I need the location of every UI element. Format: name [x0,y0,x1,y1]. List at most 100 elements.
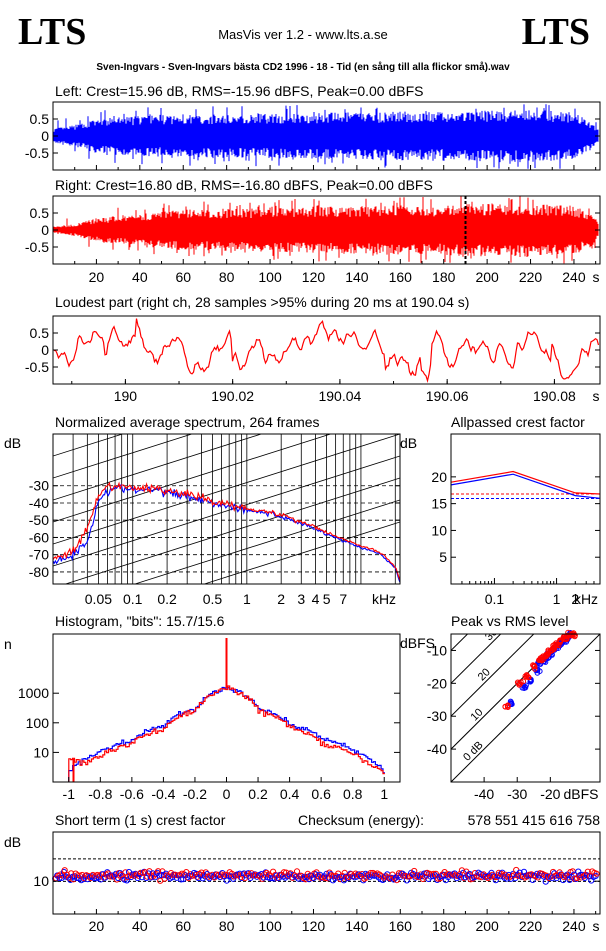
short-term-crest-xtick-label: 160 [389,918,413,934]
short-term-crest-point-R [68,870,75,877]
allpassed-crest-frame [450,433,601,585]
histogram-xtick-label: 1 [380,786,388,802]
short-term-crest-point-R [137,869,144,877]
right-waveform-xtick-label: 220 [519,269,543,285]
peak-vs-rms-point-R [505,702,511,709]
checksum-label: Checksum (energy): [298,812,424,828]
allpassed-crest-ytick-label: 20 [431,469,447,485]
short-term-crest-point-R [491,873,498,881]
short-term-crest-point-L [544,873,552,880]
file-name: Sven-Ingvars - Sven-Ingvars bästa CD2 19… [96,61,510,73]
peak-vs-rms-diagonal-label: 30 [483,626,500,643]
avg-spectrum-slope-line [53,434,332,523]
peak-vs-rms-ytick-label: -10 [427,642,447,658]
loudest-part-signal [53,318,600,384]
allpassed-crest-ytick-label: 15 [431,496,447,512]
loudest-part-xtick-label: 190.08 [533,388,576,404]
short-term-crest-xtick-label: 180 [432,918,456,934]
histogram-ytick-label: 100 [26,715,50,731]
histogram-xtick-label: 0.2 [248,786,268,802]
short-term-crest-xtick-label: 100 [258,918,282,934]
short-term-crest-point-R [293,868,301,875]
allpassed-crest-xunit: kHz [574,591,598,607]
avg-spectrum-xtick-label: 4 [312,591,320,607]
right-waveform-plot: 0.50-0.5 20 40 60 80 100 120 140 160 180 200 220 240… [25,195,601,285]
short-term-crest-title: Short term (1 s) crest factor [55,812,226,828]
avg-spectrum-xtick-label: 0.05 [85,591,112,607]
peak-vs-rms-xtick-label: -40 [474,786,494,802]
avg-spectrum-ylabel: dB [4,435,21,451]
loudest-part-xtick-label: 190 [114,388,138,404]
short-term-crest-point-R [341,869,348,877]
avg-spectrum-plot: dB -30-40-50-60 -70-80 0.05 0.1 0.2 0.5 1 2 3 4 5 7 k… [4,433,401,607]
loudest-part-ytick-label: 0.5 [30,325,50,341]
avg-spectrum-title: Normalized average spectrum, 264 frames [55,414,320,430]
peak-vs-rms-ytick-label: -20 [427,675,447,691]
short-term-crest-ylabel: dB [4,834,21,850]
avg-spectrum-slope-line [64,477,400,584]
allpassed-crest-xtick-label: 0.1 [485,591,505,607]
avg-spectrum-slope-line [53,455,400,567]
avg-spectrum-slope-line [53,434,263,501]
loudest-part-ytick-label: 0 [41,342,49,358]
short-term-crest-plot: dB 10 20 40 60 80 100 120 140 160 180 200 220 240 s [4,831,601,934]
allpassed-crest-ylabel: dB [400,435,417,451]
avg-spectrum-slope-line [53,434,400,545]
peak-vs-rms-diagonal [451,634,535,717]
peak-vs-rms-point-R [523,674,530,680]
short-term-crest-point-L [123,877,130,884]
loudest-part-xtick-label: 190.02 [211,388,254,404]
peak-vs-rms-xtick-label: -30 [507,786,527,802]
short-term-crest-point-R [430,870,437,878]
short-term-crest-xtick-label: 220 [519,918,543,934]
peak-vs-rms-ytick-label: -30 [427,708,447,724]
avg-spectrum-xunit: kHz [372,591,396,607]
short-term-crest-xtick-label: 40 [132,918,148,934]
allpassed-crest-ytick-label: 5 [439,549,447,565]
right-waveform-xtick-label: 20 [89,269,105,285]
histogram-title: Histogram, "bits": 15.7/15.6 [55,613,225,629]
left-waveform-plot: 0.50-0.5 [25,101,601,171]
histogram-xtick-label: -0.8 [88,786,112,802]
short-term-crest-point-R [432,870,439,877]
loudest-part-frame [52,315,601,385]
histogram-ytick-label: 10 [33,744,49,760]
histogram-xtick-label: 0.8 [343,786,363,802]
short-term-crest-frame [52,831,601,915]
avg-spectrum-ytick-label: -30 [29,478,49,494]
allpassed-crest-xtick-label: 2 [571,591,579,607]
right-waveform-ytick-label: 0 [41,222,49,238]
short-term-crest-point-R [172,871,179,879]
short-term-crest-point-R [144,873,151,880]
short-term-crest-xtick-label: 140 [345,918,369,934]
avg-spectrum-ytick-label: -40 [29,495,49,511]
left-waveform-signal [53,104,599,169]
histogram-xtick-label: 0.6 [311,786,331,802]
avg-spectrum-frame [52,433,401,585]
peak-vs-rms-diagonal-label: 20 [476,666,493,683]
peak-vs-rms-point-R [531,663,537,669]
right-waveform-title: Right: Crest=16.80 dB, RMS=-16.80 dBFS, … [55,177,433,193]
avg-spectrum-ytick-label: -70 [29,547,49,563]
avg-spectrum-xtick-label: 0.2 [157,591,177,607]
peak-vs-rms-point-L [534,670,541,676]
avg-spectrum-slope-line [53,434,124,457]
histogram-ytick-label: 1000 [18,685,49,701]
peak-vs-rms-point-R [545,648,552,655]
right-waveform-ytick-label: 0.5 [30,205,50,221]
short-term-crest-xtick-label: 60 [175,918,191,934]
short-term-crest-point-L [499,869,506,876]
right-waveform-ytick-label: -0.5 [25,239,49,255]
avg-spectrum-xtick-label: 2 [277,591,285,607]
allpassed-crest-series-L [450,473,601,499]
right-waveform-xtick-label: 200 [475,269,499,285]
loudest-part-xtick-label: 190.06 [426,388,469,404]
short-term-crest-xtick-label: 80 [219,918,235,934]
peak-vs-rms-ylabel: dBFS [400,635,435,651]
lts-logo-left: LTS [18,11,86,53]
short-term-crest-point-L [492,877,499,884]
avg-spectrum-slope-line [133,499,400,584]
short-term-crest-point-L [507,875,515,882]
